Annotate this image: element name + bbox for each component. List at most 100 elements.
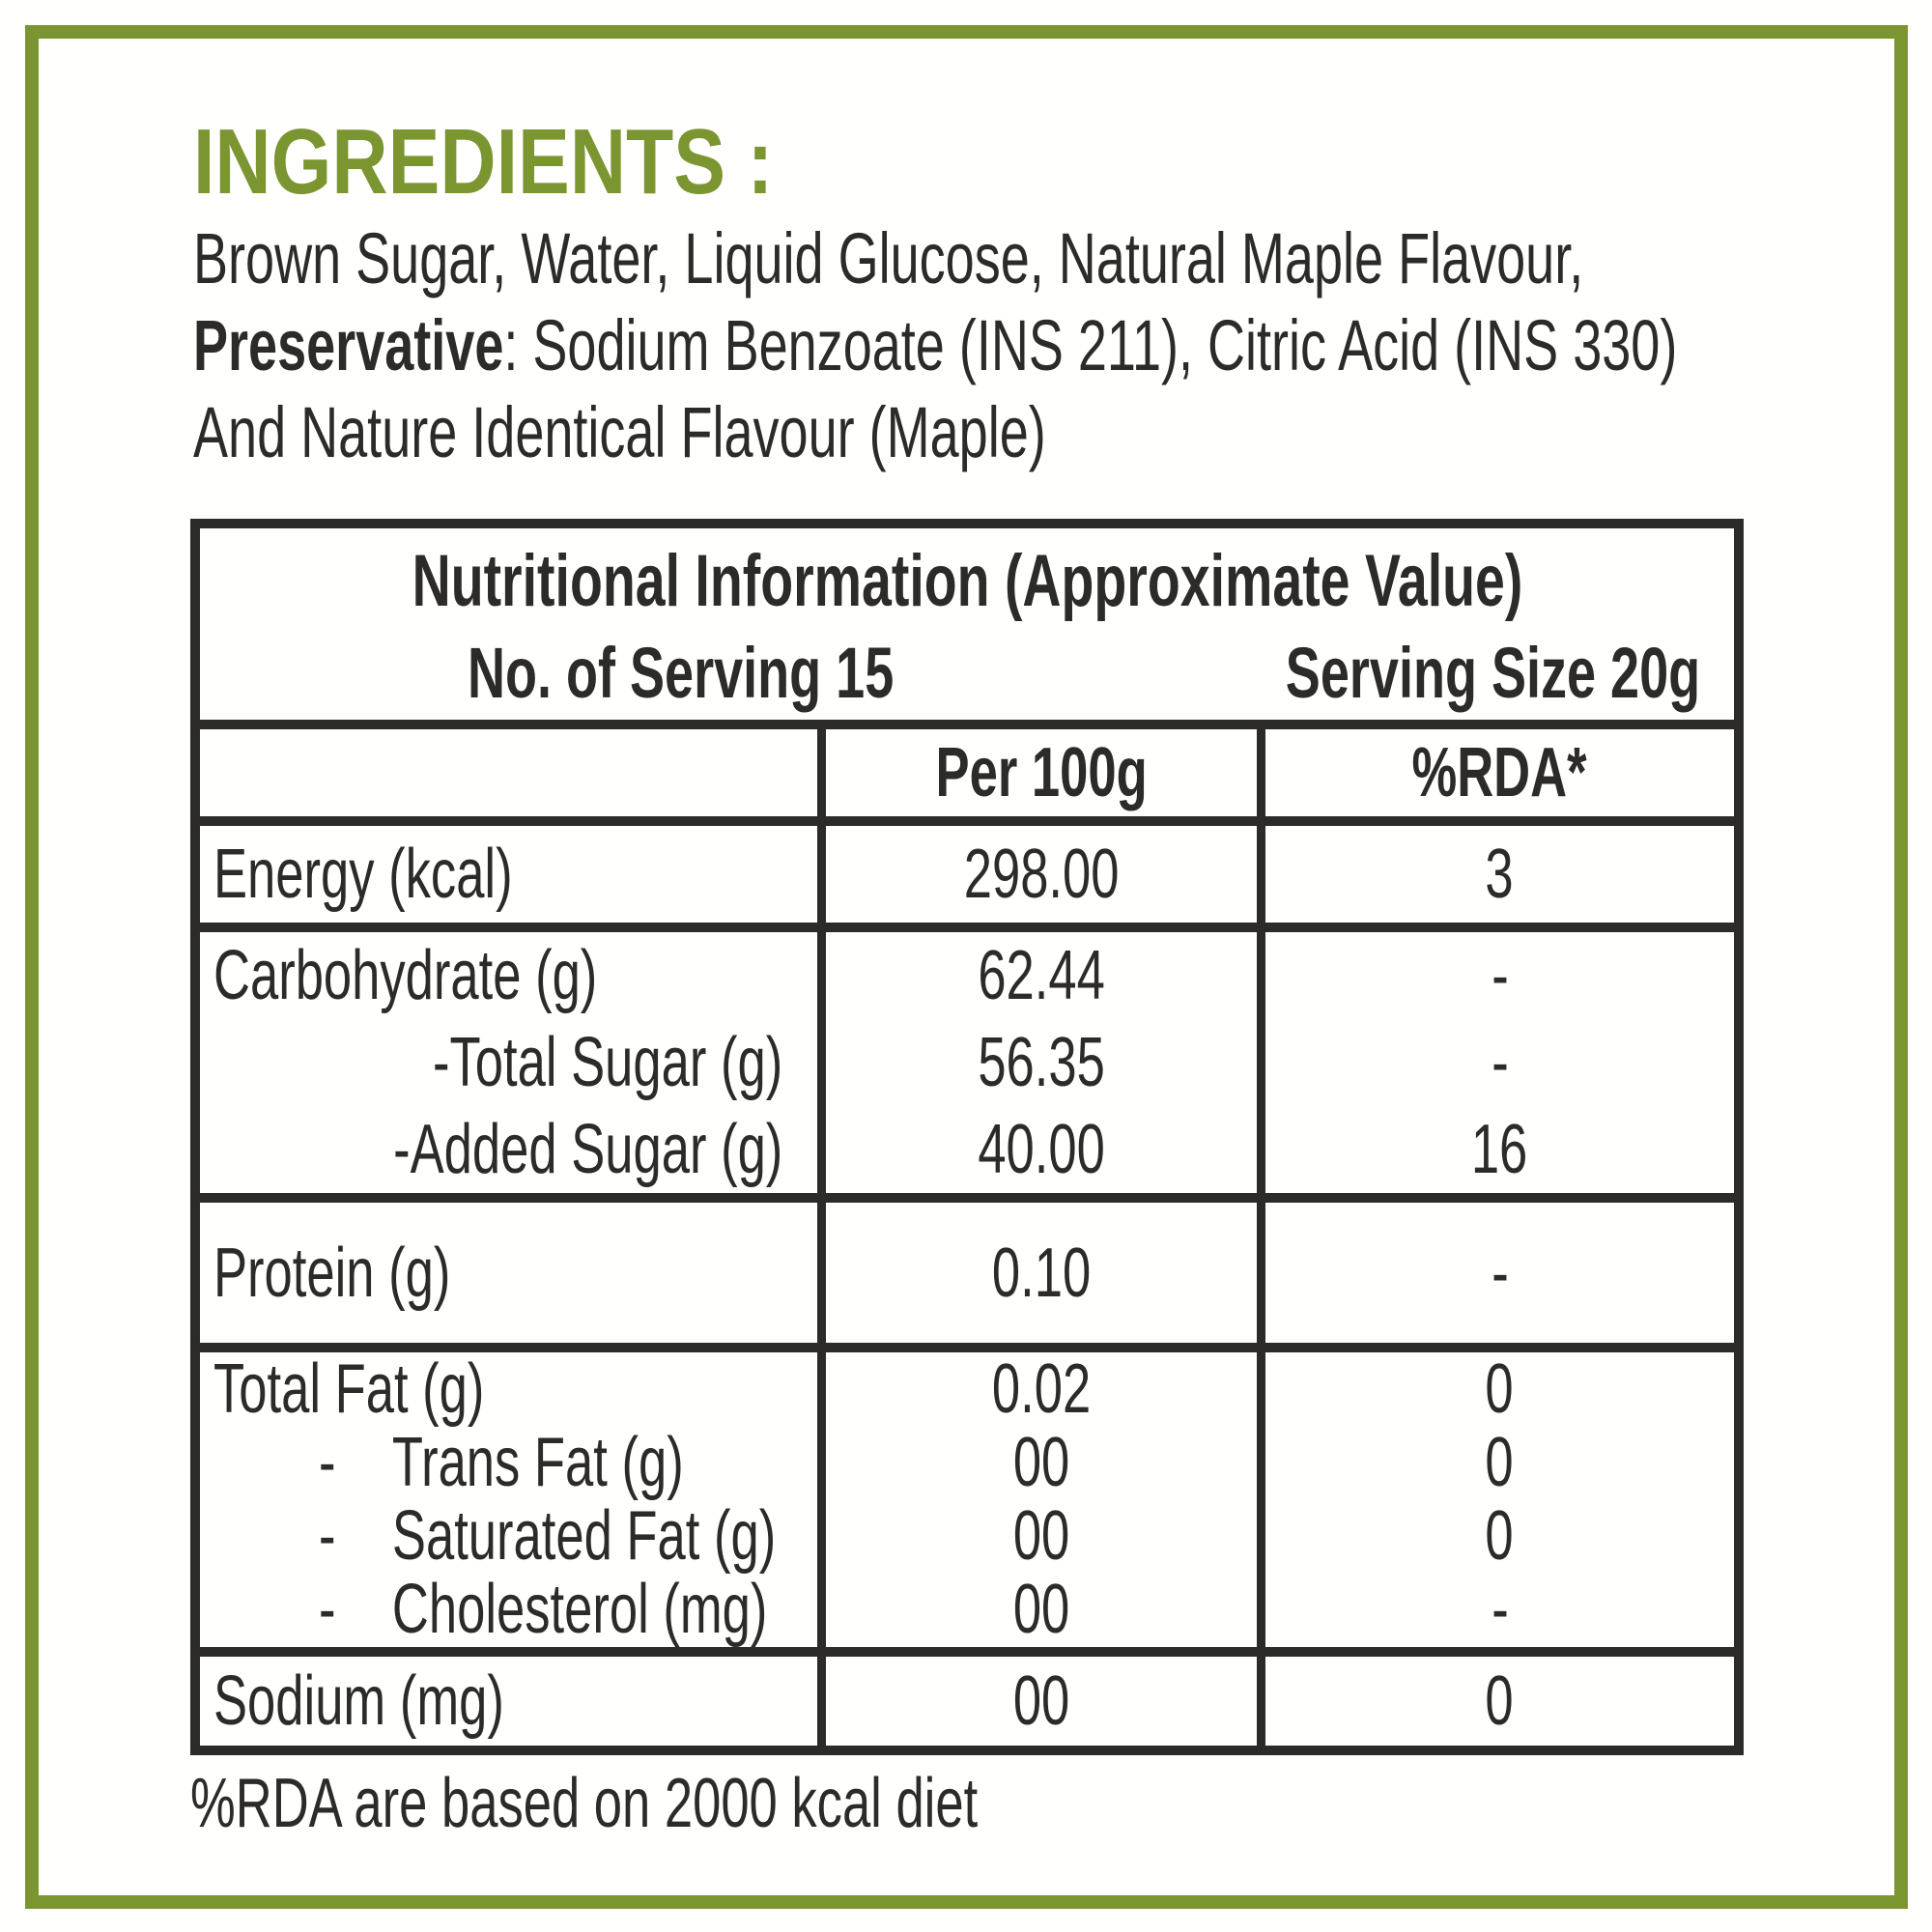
per-100g-column-header-cell: Per 100g [817, 729, 1257, 816]
protein-label-cell: Protein (g) [200, 1203, 817, 1343]
cholesterol-rda: - [1491, 1571, 1509, 1648]
trans-fat-value-line: 00 [826, 1424, 1257, 1501]
energy-label-cell: Energy (kcal) [200, 826, 817, 923]
energy-rda-cell: 3 [1257, 826, 1734, 923]
total-fat-per-100g: 0.02 [991, 1350, 1092, 1428]
carbohydrate-value-line: 62.44 [826, 932, 1257, 1019]
trans-fat-dash: - [319, 1424, 336, 1501]
trans-fat-per-100g: 00 [1012, 1424, 1070, 1501]
carbohydrate-label: Carbohydrate (g) [213, 937, 598, 1014]
row-protein: Protein (g) 0.10 - [200, 1193, 1734, 1343]
carbohydrate-rda-line: - [1265, 932, 1734, 1019]
carbohydrate-per-100g: 62.44 [978, 937, 1105, 1014]
saturated-fat-label: Saturated Fat (g) [391, 1497, 777, 1575]
nutrition-table: Nutritional Information (Approximate Val… [190, 519, 1744, 1755]
trans-fat-label: Trans Fat (g) [391, 1424, 684, 1501]
cholesterol-dash: - [319, 1571, 336, 1648]
total-fat-rda-cell: 0 0 0 - [1257, 1350, 1734, 1648]
energy-per-100g-cell: 298.00 [817, 826, 1257, 923]
saturated-fat-dash: - [319, 1497, 336, 1575]
preservative-label: Preservative [193, 304, 504, 385]
added-sugar-rda-line: 16 [1265, 1106, 1734, 1193]
saturated-fat-rda: 0 [1485, 1497, 1515, 1575]
total-fat-per-100g-cell: 0.02 00 00 00 [817, 1350, 1257, 1648]
cholesterol-rda-line: - [1265, 1571, 1734, 1648]
nutrition-table-title-text: Nutritional Information (Approximate Val… [412, 539, 1522, 622]
protein-per-100g: 0.10 [991, 1234, 1092, 1312]
sodium-per-100g: 00 [1012, 1662, 1070, 1740]
added-sugar-label-line: -Added Sugar (g) [200, 1106, 817, 1193]
nutrition-table-header: Nutritional Information (Approximate Val… [200, 528, 1734, 720]
saturated-fat-label-text: - Saturated Fat (g) [319, 1496, 776, 1576]
ingredients-line-1-text: Brown Sugar, Water, Liquid Glucose, Natu… [193, 217, 1584, 298]
total-sugar-label-line: -Total Sugar (g) [200, 1019, 817, 1106]
per-100g-column-header: Per 100g [935, 734, 1148, 811]
row-sodium: Sodium (mg) 00 0 [200, 1647, 1734, 1746]
total-fat-value-line: 0.02 [826, 1350, 1257, 1428]
cholesterol-value-line: 00 [826, 1571, 1257, 1648]
carbohydrate-label-line: Carbohydrate (g) [200, 932, 817, 1019]
added-sugar-per-100g: 40.00 [978, 1111, 1105, 1188]
carbohydrate-per-100g-cell: 62.44 56.35 40.00 [817, 932, 1257, 1193]
ingredients-line-2: Preservative: Sodium Benzoate (INS 211),… [193, 301, 1932, 388]
total-fat-rda: 0 [1485, 1350, 1515, 1428]
carbohydrate-rda: - [1491, 937, 1509, 1014]
protein-rda: - [1491, 1234, 1509, 1312]
added-sugar-rda: 16 [1471, 1111, 1528, 1188]
serving-info-row: No. of Serving 15 Serving Size 20g [200, 632, 1734, 713]
carbohydrate-label-cell: Carbohydrate (g) -Total Sugar (g) -Added… [200, 932, 817, 1193]
ingredients-heading-text: INGREDIENTS : [193, 110, 774, 213]
trans-fat-rda-line: 0 [1265, 1424, 1734, 1501]
ingredients-heading: INGREDIENTS : [193, 110, 884, 213]
saturated-fat-label-line: - Saturated Fat (g) [200, 1496, 817, 1576]
preservative-detail: : Sodium Benzoate (INS 211), Citric Acid… [503, 304, 1678, 385]
total-sugar-rda-line: - [1265, 1019, 1734, 1106]
saturated-fat-rda-line: 0 [1265, 1497, 1734, 1575]
row-carbohydrate-group: Carbohydrate (g) -Total Sugar (g) -Added… [200, 923, 1734, 1193]
rda-column-header: %RDA* [1411, 734, 1588, 811]
total-sugar-label: -Total Sugar (g) [432, 1024, 782, 1101]
saturated-fat-value-line: 00 [826, 1497, 1257, 1575]
sodium-rda-cell: 0 [1257, 1657, 1734, 1746]
cholesterol-label-text: - Cholesterol (mg) [319, 1570, 767, 1649]
row-total-fat-group: Total Fat (g) - Trans Fat (g) - Saturated … [200, 1343, 1734, 1649]
ingredients-line-1: Brown Sugar, Water, Liquid Glucose, Natu… [193, 214, 1932, 301]
row-energy: Energy (kcal) 298.00 3 [200, 816, 1734, 923]
sodium-per-100g-cell: 00 [817, 1657, 1257, 1746]
ingredients-line-3: And Nature Identical Flavour (Maple) [193, 388, 1361, 475]
protein-per-100g-cell: 0.10 [817, 1203, 1257, 1343]
sodium-label-cell: Sodium (mg) [200, 1657, 817, 1746]
energy-rda: 3 [1485, 836, 1515, 913]
trans-fat-label-line: - Trans Fat (g) [200, 1423, 817, 1502]
added-sugar-value-line: 40.00 [826, 1106, 1257, 1193]
servings-count: No. of Serving 15 [468, 632, 895, 713]
total-sugar-value-line: 56.35 [826, 1019, 1257, 1106]
total-sugar-per-100g: 56.35 [978, 1024, 1105, 1101]
total-fat-rda-line: 0 [1265, 1350, 1734, 1428]
carbohydrate-rda-cell: - - 16 [1257, 932, 1734, 1193]
cholesterol-label-line: - Cholesterol (mg) [200, 1570, 817, 1649]
energy-per-100g: 298.00 [963, 836, 1120, 913]
rda-footnote: %RDA are based on 2000 kcal diet [190, 1760, 1269, 1847]
rda-column-header-cell: %RDA* [1257, 729, 1734, 816]
serving-size: Serving Size 20g [1285, 632, 1700, 713]
total-fat-label-cell: Total Fat (g) - Trans Fat (g) - Saturated … [200, 1350, 817, 1649]
sodium-rda: 0 [1485, 1662, 1515, 1740]
saturated-fat-per-100g: 00 [1012, 1497, 1070, 1575]
nutrition-table-title: Nutritional Information (Approximate Val… [200, 528, 1734, 633]
nutrient-column-header-cell [200, 729, 817, 816]
added-sugar-label: -Added Sugar (g) [392, 1111, 782, 1188]
sodium-label: Sodium (mg) [213, 1662, 504, 1740]
label-border-frame [25, 25, 1908, 1909]
total-sugar-rda: - [1491, 1024, 1509, 1101]
trans-fat-label-text: - Trans Fat (g) [319, 1423, 684, 1502]
protein-rda-cell: - [1257, 1203, 1734, 1343]
energy-label: Energy (kcal) [213, 836, 513, 913]
protein-label: Protein (g) [213, 1234, 451, 1312]
trans-fat-rda: 0 [1485, 1424, 1515, 1501]
column-header-row: Per 100g %RDA* [200, 720, 1734, 816]
cholesterol-label: Cholesterol (mg) [391, 1571, 768, 1648]
total-fat-label: Total Fat (g) [213, 1350, 485, 1428]
cholesterol-per-100g: 00 [1012, 1571, 1070, 1648]
